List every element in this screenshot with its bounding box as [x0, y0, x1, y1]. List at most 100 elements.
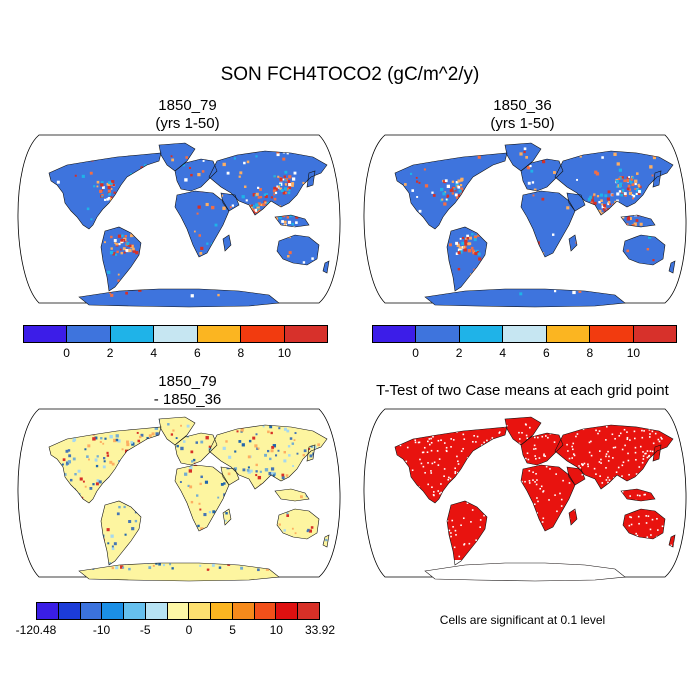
colorbar-box — [80, 603, 103, 619]
figure-title: SON FCH4TOCO2 (gC/m^2/y) — [220, 64, 480, 85]
map-panel-bottom-left — [17, 408, 341, 582]
colorbar-tick-label: 5 — [229, 623, 236, 637]
panel-title-bottom-left: 1850_79 - 1850_36 — [25, 373, 350, 409]
colorbar-box — [154, 326, 198, 342]
coastline — [78, 288, 280, 308]
colorbar-box — [276, 603, 299, 619]
coastline — [48, 426, 162, 504]
colorbar-box — [254, 603, 277, 619]
panel-title-top-right: 1850_36 (yrs 1-50) — [355, 97, 690, 133]
colorbar-box — [24, 326, 68, 342]
coastline — [668, 534, 676, 548]
coastline — [274, 488, 310, 502]
coastline — [222, 508, 232, 526]
colorbar-box — [58, 603, 81, 619]
coastline — [100, 500, 142, 566]
colorbar-tick-label: 8 — [586, 346, 594, 360]
coastline — [554, 150, 674, 216]
colorbar-boxes — [372, 325, 677, 343]
coastline — [568, 234, 578, 252]
coastline — [208, 150, 328, 216]
coastline — [208, 424, 328, 490]
colorbar-box — [373, 326, 417, 342]
coastline — [322, 260, 330, 274]
coastline — [566, 192, 586, 212]
coastline — [520, 158, 564, 192]
colorbar-box — [189, 603, 212, 619]
colorbar-tick-label: -5 — [139, 623, 151, 637]
coastline — [174, 432, 218, 466]
colorbar-box — [124, 603, 146, 619]
colorbar-tick-label: 0 — [185, 623, 193, 637]
colorbar-box — [102, 603, 125, 619]
coastline — [174, 464, 230, 532]
colorbar-box — [110, 326, 155, 342]
coastline — [100, 226, 142, 292]
coastline — [446, 500, 488, 566]
colorbar-boxes — [23, 325, 328, 343]
colorbar-box — [633, 326, 676, 342]
coastline — [394, 426, 508, 504]
coastline — [652, 444, 662, 462]
coastline — [174, 158, 218, 192]
coastline — [446, 226, 488, 292]
colorbar-boxes — [36, 602, 320, 620]
coastline — [620, 214, 656, 228]
panel-title-line2: (yrs 1-50) — [155, 115, 220, 132]
colorbar-box — [298, 603, 319, 619]
colorbar-tick-label: 2 — [106, 346, 114, 360]
colorbar-tick-label: 6 — [542, 346, 550, 360]
colorbar-box — [590, 326, 634, 342]
colorbar-tick-label: 0 — [412, 346, 419, 360]
colorbar-box — [145, 603, 168, 619]
coastline — [276, 508, 320, 540]
colorbar-box — [167, 603, 190, 619]
map-panel-top-right — [363, 134, 687, 308]
coastline — [566, 466, 586, 486]
colorbar-box — [241, 326, 285, 342]
coastline — [668, 260, 676, 274]
colorbar-tick-label: 4 — [499, 346, 507, 360]
coastline — [568, 508, 578, 526]
colorbar-tick-label: 8 — [237, 346, 245, 360]
coastline — [620, 488, 656, 502]
panel-title-line1: T-Test of two Case means at each grid po… — [376, 382, 669, 399]
panel-title-line1: 1850_36 — [493, 97, 552, 114]
coastline — [424, 562, 626, 582]
coastline — [394, 152, 508, 230]
colorbar-box — [211, 603, 233, 619]
colorbar-box — [284, 326, 327, 342]
colorbar-tick-label: 10 — [269, 623, 283, 637]
map-panel-top-left — [17, 134, 341, 308]
coastline — [306, 444, 316, 462]
colorbar-tick-label: 10 — [626, 346, 641, 360]
colorbar-tick-label: 6 — [193, 346, 201, 360]
significance-note: Cells are significant at 0.1 level — [439, 613, 606, 627]
panel-title-line1: 1850_79 — [158, 373, 217, 390]
colorbar-tick-label: 2 — [455, 346, 463, 360]
map-panel-bottom-right — [363, 408, 687, 582]
coastline — [48, 152, 162, 230]
coastline — [274, 214, 310, 228]
colorbar-box — [416, 326, 460, 342]
coastline — [276, 234, 320, 266]
colorbar-top-right: 0 2 4 6 8 10 — [372, 325, 677, 361]
panel-title-line2: - 1850_36 — [153, 391, 222, 408]
colorbar-tick-label: 0 — [63, 346, 70, 360]
colorbar-top-left: 0 2 4 6 8 10 — [23, 325, 328, 361]
panel-title-line2: (yrs 1-50) — [490, 115, 555, 132]
colorbar-difference: -120.48 -10 -5 0 5 10 33.92 — [16, 602, 335, 638]
panel-title-bottom-right: T-Test of two Case means at each grid po… — [355, 382, 690, 400]
colorbar-tick-label: 10 — [277, 346, 292, 360]
colorbar-tick-label: -10 — [92, 623, 111, 637]
coastline — [306, 170, 316, 188]
coastline — [424, 288, 626, 308]
coastline — [652, 170, 662, 188]
colorbar-tick-label: 33.92 — [304, 623, 336, 637]
panel-title-line1: 1850_79 — [158, 97, 217, 114]
panel-title-top-left: 1850_79 (yrs 1-50) — [25, 97, 350, 133]
coastline — [554, 424, 674, 490]
coastline — [220, 192, 240, 212]
coastline — [520, 432, 564, 466]
coastline — [174, 190, 230, 258]
